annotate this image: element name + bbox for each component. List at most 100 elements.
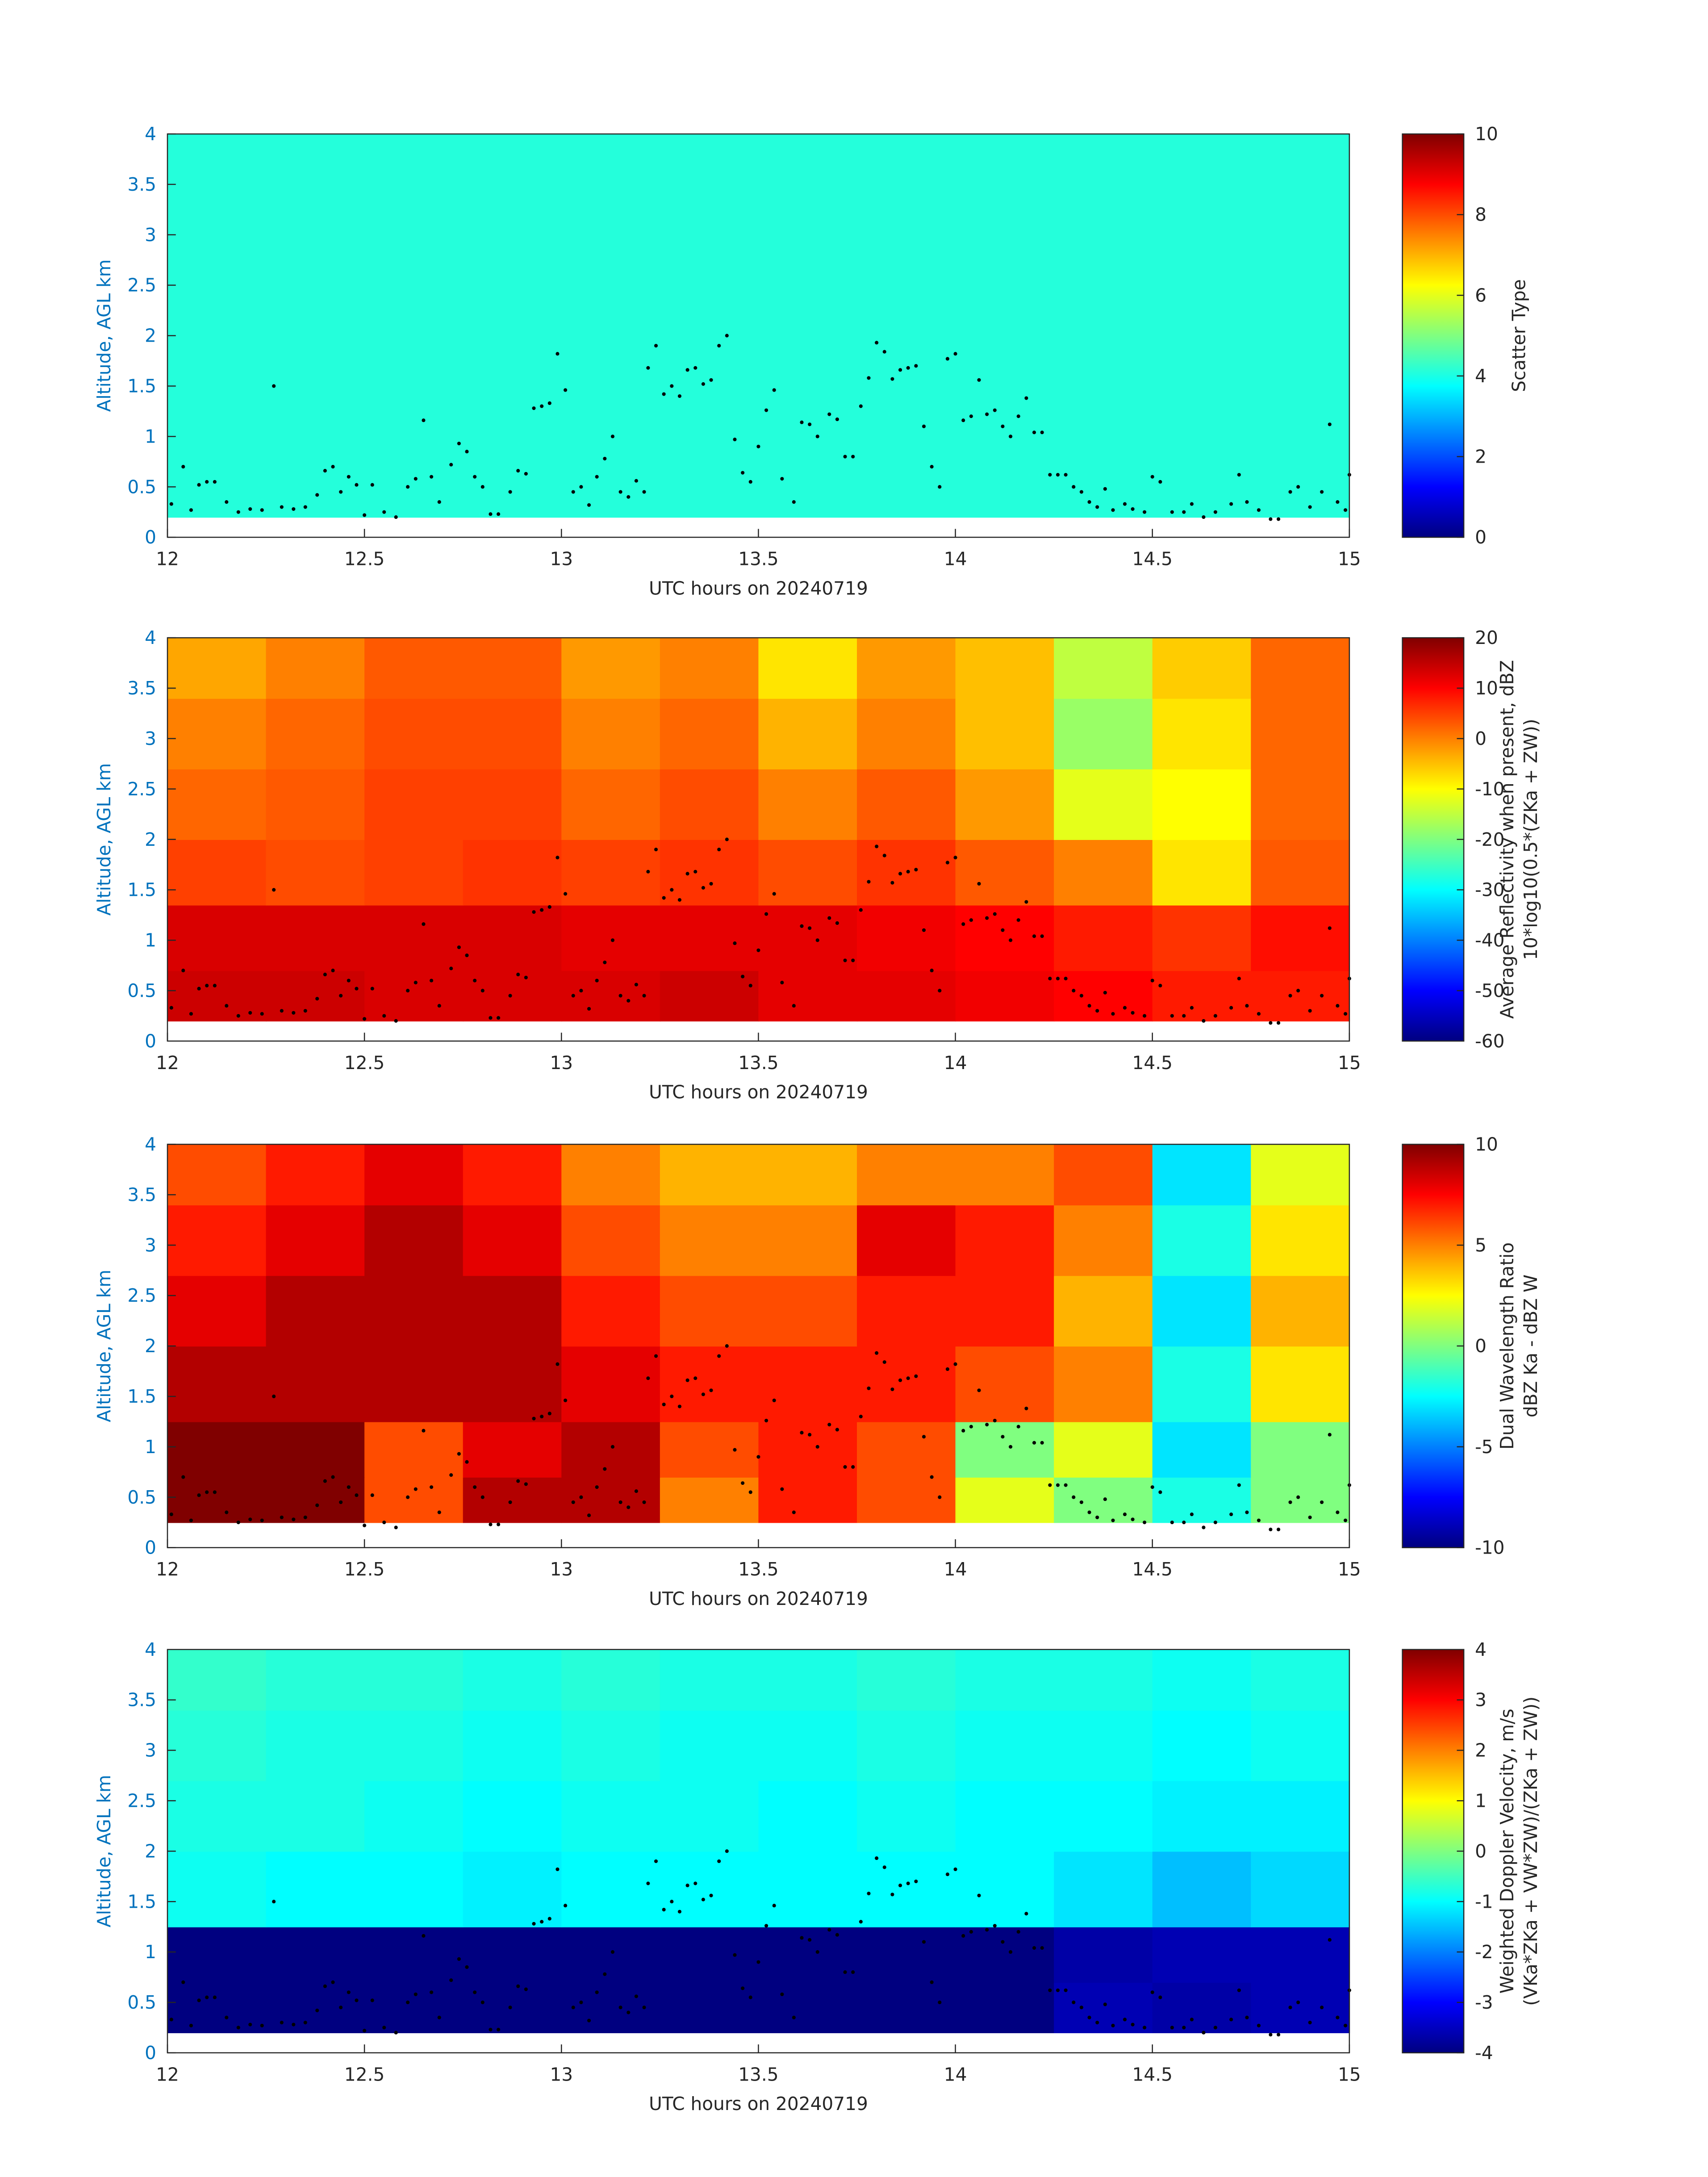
data-point [413,1992,418,1996]
data-point [1170,2026,1174,2030]
data-point [717,1859,721,1863]
data-point [1056,1483,1060,1487]
heatmap-cell [561,1851,661,1927]
data-point [1190,1006,1194,1010]
data-point [595,1990,599,1994]
data-point [815,1950,819,1954]
x-tick-label: 12 [156,1559,179,1580]
data-point [236,1014,240,1018]
data-point [993,1419,997,1423]
data-point [930,1980,934,1984]
data-point [1131,1011,1135,1015]
heatmap-cell [1054,1982,1153,2033]
data-point [914,1374,918,1378]
data-point [1095,1009,1099,1013]
heatmap-cell [1251,1346,1350,1422]
heatmap-cell [955,1926,1055,1983]
data-point [1158,1490,1162,1494]
data-point [890,881,894,885]
colorbar-tick-label: -3 [1475,1992,1493,2013]
heatmap-cell [660,1204,759,1276]
y-tick-label: 3.5 [127,677,156,699]
x-tick-label: 13.5 [738,2064,778,2085]
data-point [422,1429,426,1433]
data-point [717,344,721,348]
x-tick-label: 14 [944,2064,967,2085]
data-point [280,1009,284,1013]
heatmap-cell [660,1144,759,1206]
data-point [677,1404,682,1408]
data-point [843,1465,847,1469]
data-point [181,969,185,973]
data-point [827,1423,831,1427]
heatmap-cell [1152,1477,1252,1523]
data-point [993,1924,997,1928]
data-point [532,910,536,914]
data-point [1009,938,1013,942]
data-point [985,1928,989,1932]
heatmap-cell [955,970,1055,1022]
data-point [292,507,296,511]
heatmap-cell [857,698,956,769]
data-point [867,376,871,380]
heatmap-cell [266,1421,365,1478]
heatmap-cell [758,698,858,769]
colorbar-tick-label: 8 [1475,204,1487,226]
colorbar-tick-label: 4 [1475,1639,1487,1660]
data-point [516,469,520,473]
data-point [626,999,631,1003]
data-point [733,941,737,945]
data-point [646,869,650,873]
data-point [508,2006,512,2010]
colorbar-tick-label: 5 [1475,1234,1487,1256]
heatmap-cell [1152,905,1252,971]
data-point [685,1378,689,1382]
heatmap-cell [167,1477,267,1523]
data-point [1320,490,1324,494]
data-point [969,1425,973,1429]
data-point [741,974,745,978]
heatmap-cell [857,839,956,906]
heatmap-cell [463,1477,562,1523]
heatmap-cell [1054,1649,1153,1711]
data-point [315,493,319,497]
data-point [205,480,209,484]
data-point [906,1881,910,1885]
data-point [571,1500,575,1504]
data-point [292,1011,296,1015]
heatmap-cell [364,1780,464,1852]
data-point [437,500,441,504]
y-tick-label: 1 [145,426,156,447]
x-tick-label: 15 [1338,1052,1361,1074]
data-point [792,1004,796,1008]
data-point [516,1479,520,1483]
data-point [764,912,768,916]
data-point [875,844,879,848]
data-point [225,1510,229,1514]
data-point [571,2006,575,2010]
colorbar-tick-label: 0 [1475,728,1487,749]
data-point [347,475,351,479]
heatmap-cell [167,1710,267,1781]
data-point [930,969,934,973]
data-point [564,388,568,392]
heatmap-cell [167,1780,267,1852]
x-tick-label: 12 [156,2064,179,2085]
heatmap-cell [266,905,365,971]
heatmap-cell [561,1926,661,1983]
data-point [394,515,398,519]
data-point [272,888,276,892]
data-point [1328,926,1332,930]
heatmap-cell [266,1275,365,1347]
data-point [457,1957,461,1961]
data-point [331,969,335,973]
data-point [756,1455,760,1459]
heatmap-cell [660,698,759,769]
heatmap-cell [955,698,1055,769]
heatmap-cell [364,1982,464,2033]
data-point [595,1485,599,1489]
heatmap-cell [167,134,1350,518]
data-point [579,1495,583,1499]
data-point [1103,487,1107,491]
heatmap-cell [167,698,267,769]
